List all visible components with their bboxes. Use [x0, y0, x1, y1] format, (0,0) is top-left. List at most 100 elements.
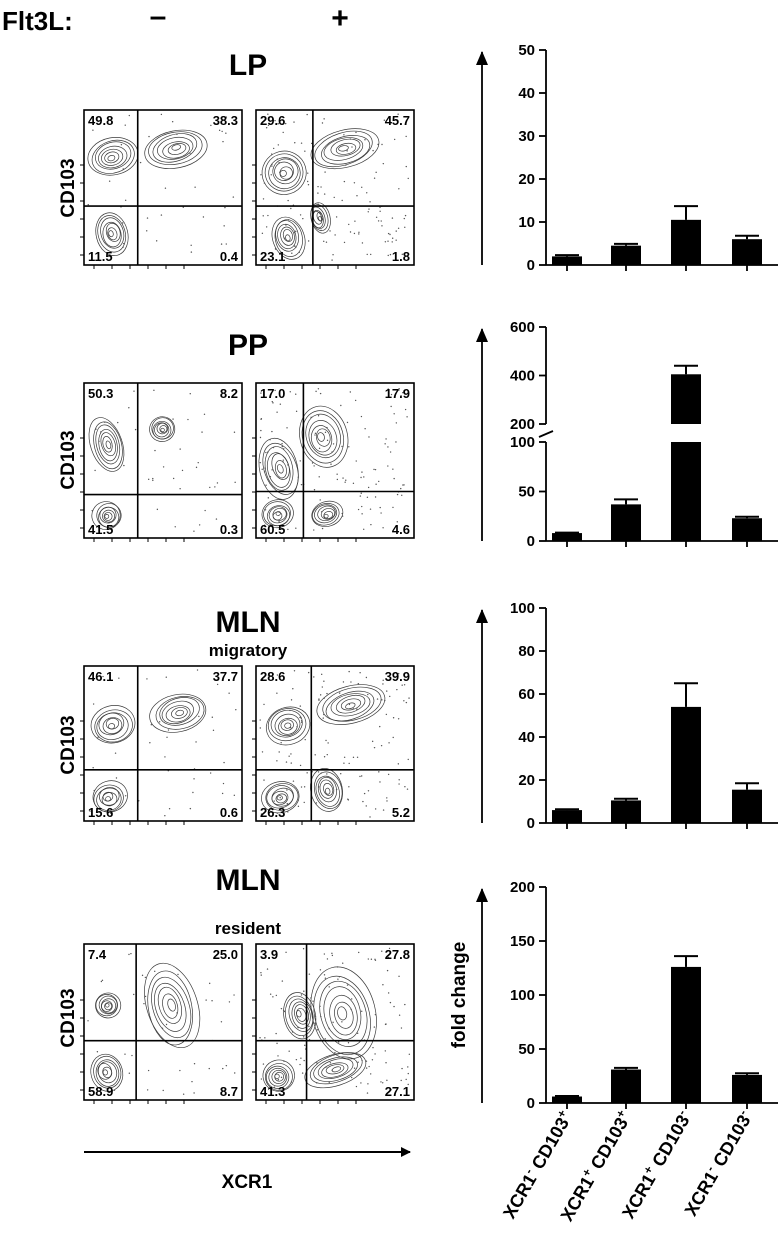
- event-dot: [306, 772, 308, 774]
- contour-line: [330, 693, 371, 717]
- event-dot: [269, 475, 272, 478]
- event-dot: [262, 1063, 265, 1065]
- contour-line: [263, 501, 291, 527]
- event-dot: [295, 230, 297, 233]
- event-dot: [354, 220, 356, 222]
- event-dot: [300, 786, 303, 788]
- event-dot: [308, 973, 311, 975]
- contour-line: [149, 693, 207, 733]
- contour-line: [264, 446, 294, 491]
- quadrant-percent-upper-left: 29.6: [260, 113, 285, 128]
- event-dot: [174, 526, 176, 528]
- event-dot: [365, 1060, 368, 1062]
- event-dot: [299, 764, 302, 767]
- event-dot: [275, 1032, 277, 1035]
- event-dot: [156, 508, 159, 511]
- event-dot: [401, 494, 403, 496]
- event-dot: [403, 700, 405, 702]
- contour-line: [264, 153, 304, 192]
- event-dot: [261, 232, 264, 235]
- event-dot: [198, 524, 201, 526]
- event-dot: [191, 1080, 193, 1083]
- event-dot: [326, 692, 328, 695]
- event-dot: [192, 791, 194, 794]
- contour-line: [102, 717, 123, 735]
- event-dot: [283, 448, 285, 450]
- plus-condition-label: +: [331, 2, 349, 35]
- event-dot: [301, 1072, 304, 1074]
- event-dot: [361, 513, 363, 515]
- event-dot: [287, 219, 290, 221]
- event-dot: [320, 511, 323, 513]
- event-dot: [307, 183, 310, 186]
- event-dot: [297, 805, 300, 808]
- event-dot: [280, 1076, 283, 1079]
- event-dot: [361, 1059, 363, 1062]
- event-dot: [332, 443, 335, 445]
- contour-line: [274, 219, 303, 257]
- event-dot: [128, 407, 130, 409]
- contour-line: [98, 995, 118, 1015]
- event-dot: [304, 1044, 306, 1047]
- quadrant-percent-upper-right: 45.7: [385, 113, 410, 128]
- event-dot: [278, 161, 280, 164]
- event-dot: [407, 1066, 409, 1068]
- event-dot: [235, 709, 237, 711]
- bar: [611, 1069, 641, 1103]
- cd103-axis-label-lp: CD103: [58, 158, 79, 217]
- event-dot: [319, 392, 322, 395]
- event-dot: [336, 966, 339, 968]
- contour-line: [144, 129, 208, 169]
- quadrant-percent-upper-left: 46.1: [88, 669, 113, 684]
- event-dot: [398, 779, 400, 781]
- event-dot: [278, 751, 280, 753]
- event-dot: [403, 684, 406, 686]
- event-dot: [225, 243, 227, 245]
- event-dot: [349, 231, 352, 233]
- event-dot: [149, 742, 151, 744]
- y-tick-label: 200: [510, 416, 535, 433]
- event-dot: [324, 171, 326, 173]
- y-tick-label: 20: [518, 772, 535, 789]
- event-dot: [288, 1050, 290, 1052]
- event-dot: [162, 1089, 164, 1092]
- event-dot: [92, 766, 94, 769]
- contour-line: [325, 1064, 345, 1075]
- event-dot: [341, 515, 344, 517]
- event-dot: [376, 698, 379, 700]
- event-dot: [283, 237, 286, 239]
- event-dot: [347, 799, 350, 801]
- event-dot: [146, 678, 148, 680]
- event-dot: [276, 411, 278, 413]
- contour-line: [272, 158, 299, 185]
- event-dot: [340, 404, 342, 407]
- event-dot: [319, 1005, 321, 1008]
- event-dot: [374, 808, 377, 810]
- event-dot: [320, 772, 323, 774]
- event-dot: [332, 1021, 334, 1024]
- contour-line: [171, 707, 188, 719]
- event-dot: [120, 144, 123, 146]
- contour-line: [159, 425, 168, 433]
- event-dot: [189, 152, 191, 154]
- event-dot: [401, 253, 403, 256]
- event-dot: [353, 1067, 356, 1069]
- event-dot: [223, 761, 225, 764]
- event-dot: [260, 392, 262, 394]
- event-dot: [348, 786, 350, 788]
- event-dot: [147, 1069, 150, 1072]
- event-dot: [400, 487, 402, 490]
- event-dot: [299, 705, 302, 707]
- contour-line: [277, 464, 284, 474]
- contour-line: [319, 779, 335, 799]
- event-dot: [141, 974, 144, 977]
- event-dot: [324, 977, 327, 979]
- event-dot: [265, 127, 268, 129]
- event-dot: [128, 953, 130, 956]
- event-dot: [306, 180, 309, 183]
- event-dot: [397, 227, 400, 229]
- contour-line: [275, 220, 299, 252]
- event-dot: [379, 725, 381, 728]
- event-dot: [391, 217, 394, 219]
- event-dot: [279, 171, 281, 174]
